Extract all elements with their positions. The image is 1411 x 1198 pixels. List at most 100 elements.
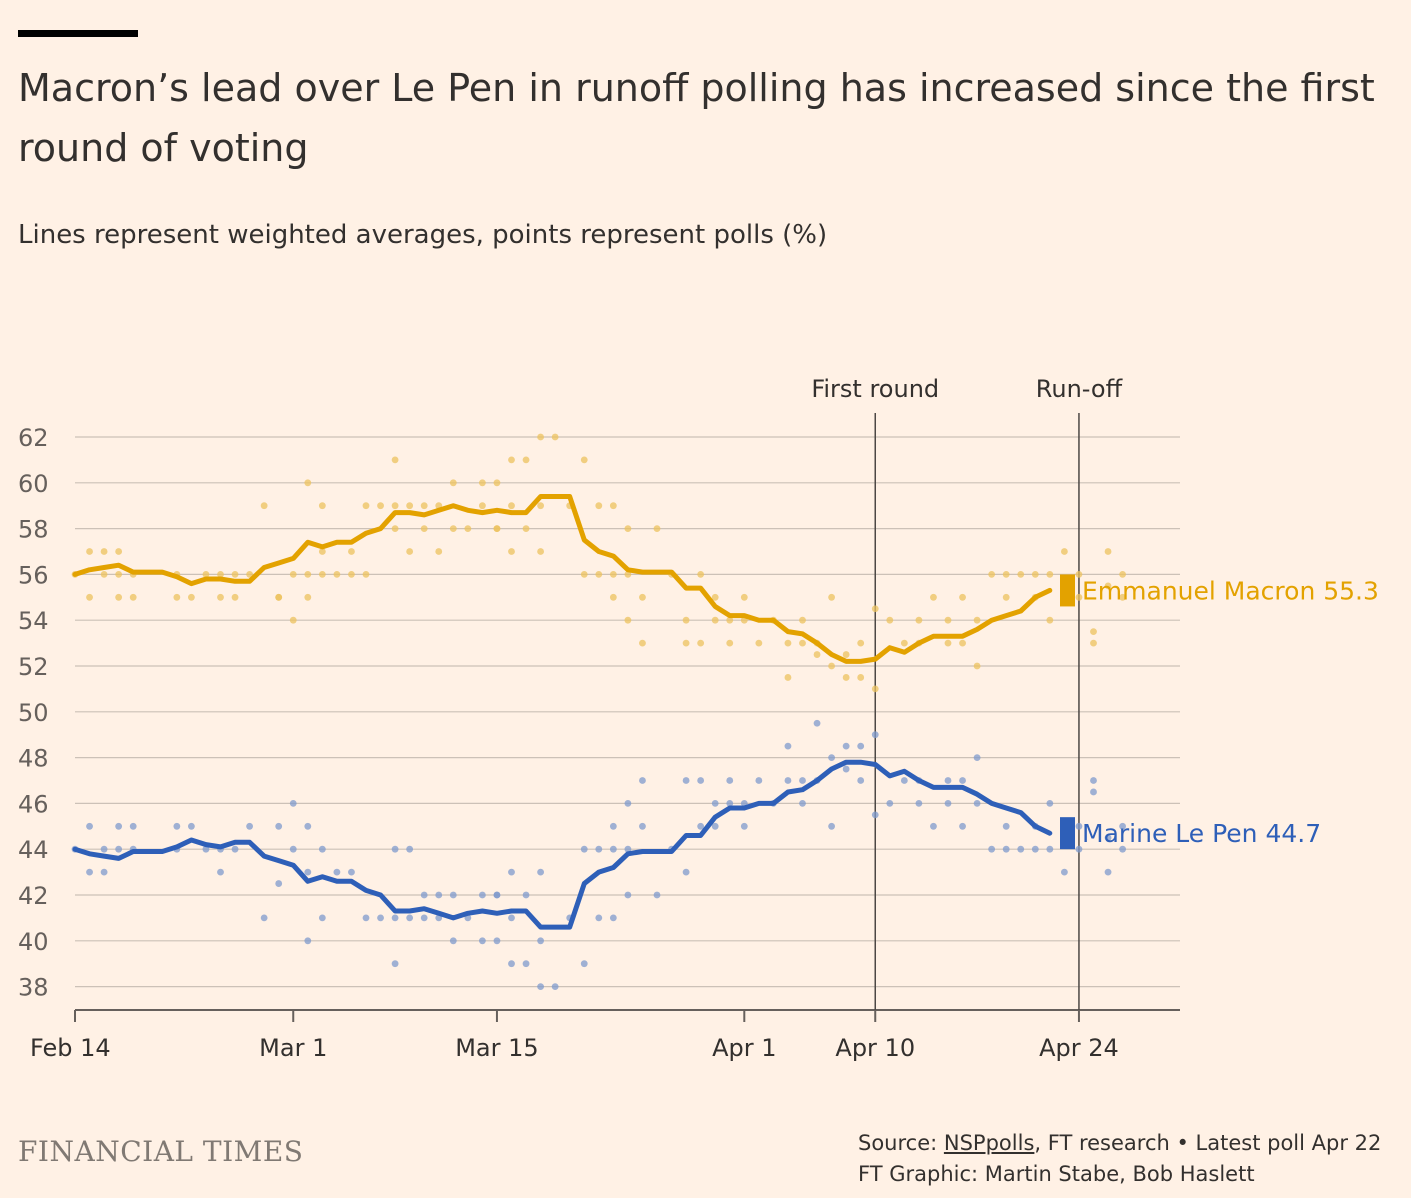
poll-point: [115, 845, 123, 853]
poll-point: [1017, 571, 1025, 578]
poll-point: [959, 822, 966, 830]
poll-point: [362, 914, 370, 922]
poll-point: [711, 800, 719, 807]
poll-point: [522, 960, 530, 968]
poll-point: [842, 742, 850, 750]
poll-point: [522, 525, 530, 532]
poll-point: [1061, 868, 1068, 876]
poll-point: [464, 525, 472, 532]
poll-point: [391, 456, 399, 464]
poll-point: [1090, 777, 1097, 784]
poll-point: [740, 593, 748, 601]
poll-point: [799, 616, 806, 624]
poll-point: [1104, 548, 1112, 555]
poll-point: [115, 822, 123, 830]
y-tick-label: 60: [18, 470, 49, 498]
y-tick-label: 42: [18, 882, 49, 910]
poll-point: [609, 822, 617, 830]
series-end-label: Emmanuel Macron 55.3: [1082, 576, 1379, 605]
poll-point: [537, 937, 544, 945]
poll-point: [857, 674, 865, 681]
poll-point: [988, 845, 996, 853]
y-tick-label: 54: [18, 607, 49, 635]
poll-point: [508, 502, 515, 510]
poll-point: [100, 571, 108, 578]
poll-point: [115, 571, 123, 578]
poll-point: [973, 754, 981, 761]
poll-point: [711, 822, 719, 830]
poll-point: [973, 800, 981, 807]
poll-point: [217, 868, 224, 876]
y-tick-label: 40: [18, 928, 49, 956]
poll-point: [915, 616, 923, 624]
poll-point: [406, 548, 414, 555]
poll-point: [289, 616, 297, 624]
poll-point: [1090, 639, 1097, 647]
x-tick-label: Apr 24: [1039, 1034, 1119, 1062]
x-axis: Feb 14 Mar 1 Mar 15 Apr 1 Apr 10 Apr 24: [30, 1009, 1180, 1062]
poll-point: [639, 822, 646, 830]
y-tick-label: 58: [18, 516, 49, 544]
poll-point: [784, 742, 792, 750]
poll-point: [930, 593, 937, 601]
poll-point: [449, 525, 457, 532]
poll-point: [362, 502, 370, 510]
end-marker: [1060, 574, 1075, 607]
poll-point: [391, 845, 399, 853]
poll-point: [813, 651, 821, 658]
poll-point: [828, 754, 835, 761]
end-marker: [1060, 817, 1075, 850]
poll-point: [479, 479, 486, 487]
y-tick-label: 46: [18, 790, 49, 818]
poll-point: [639, 777, 646, 784]
poll-point: [784, 639, 792, 647]
poll-point: [479, 937, 486, 945]
poll-point: [115, 593, 123, 601]
poll-point: [857, 742, 865, 750]
y-tick-label: 56: [18, 561, 49, 589]
poll-point: [522, 456, 530, 464]
poll-point: [551, 983, 559, 990]
x-tick-label: Mar 1: [259, 1034, 327, 1062]
poll-point: [624, 891, 632, 899]
poll-point: [973, 662, 981, 670]
poll-point: [740, 822, 748, 830]
poll-point: [1090, 628, 1097, 636]
poll-point: [580, 960, 588, 968]
poll-point: [682, 868, 690, 876]
poll-point: [609, 571, 617, 578]
poll-point: [129, 822, 137, 830]
poll-point: [799, 639, 806, 647]
series-line: [72, 494, 1053, 664]
y-tick-label: 48: [18, 745, 49, 773]
poll-point: [944, 777, 952, 784]
poll-point: [871, 605, 879, 613]
poll-point: [348, 571, 355, 578]
poll-point: [973, 616, 981, 624]
poll-point: [1090, 788, 1097, 796]
poll-point: [915, 800, 923, 807]
poll-point: [609, 914, 617, 922]
poll-point: [348, 548, 355, 555]
poll-point: [1046, 571, 1054, 578]
source-link[interactable]: NSPpolls: [943, 1131, 1035, 1155]
poll-point: [377, 914, 384, 922]
poll-point: [639, 639, 646, 647]
y-tick-label: 50: [18, 699, 49, 727]
poll-point: [1002, 593, 1010, 601]
poll-point: [857, 639, 865, 647]
poll-point: [900, 639, 908, 647]
poll-point: [857, 777, 865, 784]
poll-point: [449, 479, 457, 487]
poll-point: [799, 800, 806, 807]
poll-point: [275, 593, 283, 601]
poll-point: [697, 777, 705, 784]
poll-point: [420, 502, 428, 510]
poll-point: [886, 800, 894, 807]
poll-point: [479, 891, 486, 899]
poll-point: [202, 571, 210, 578]
series-lines: [72, 494, 1053, 930]
poll-point: [697, 822, 705, 830]
poll-point: [609, 845, 617, 853]
poll-point: [624, 800, 632, 807]
